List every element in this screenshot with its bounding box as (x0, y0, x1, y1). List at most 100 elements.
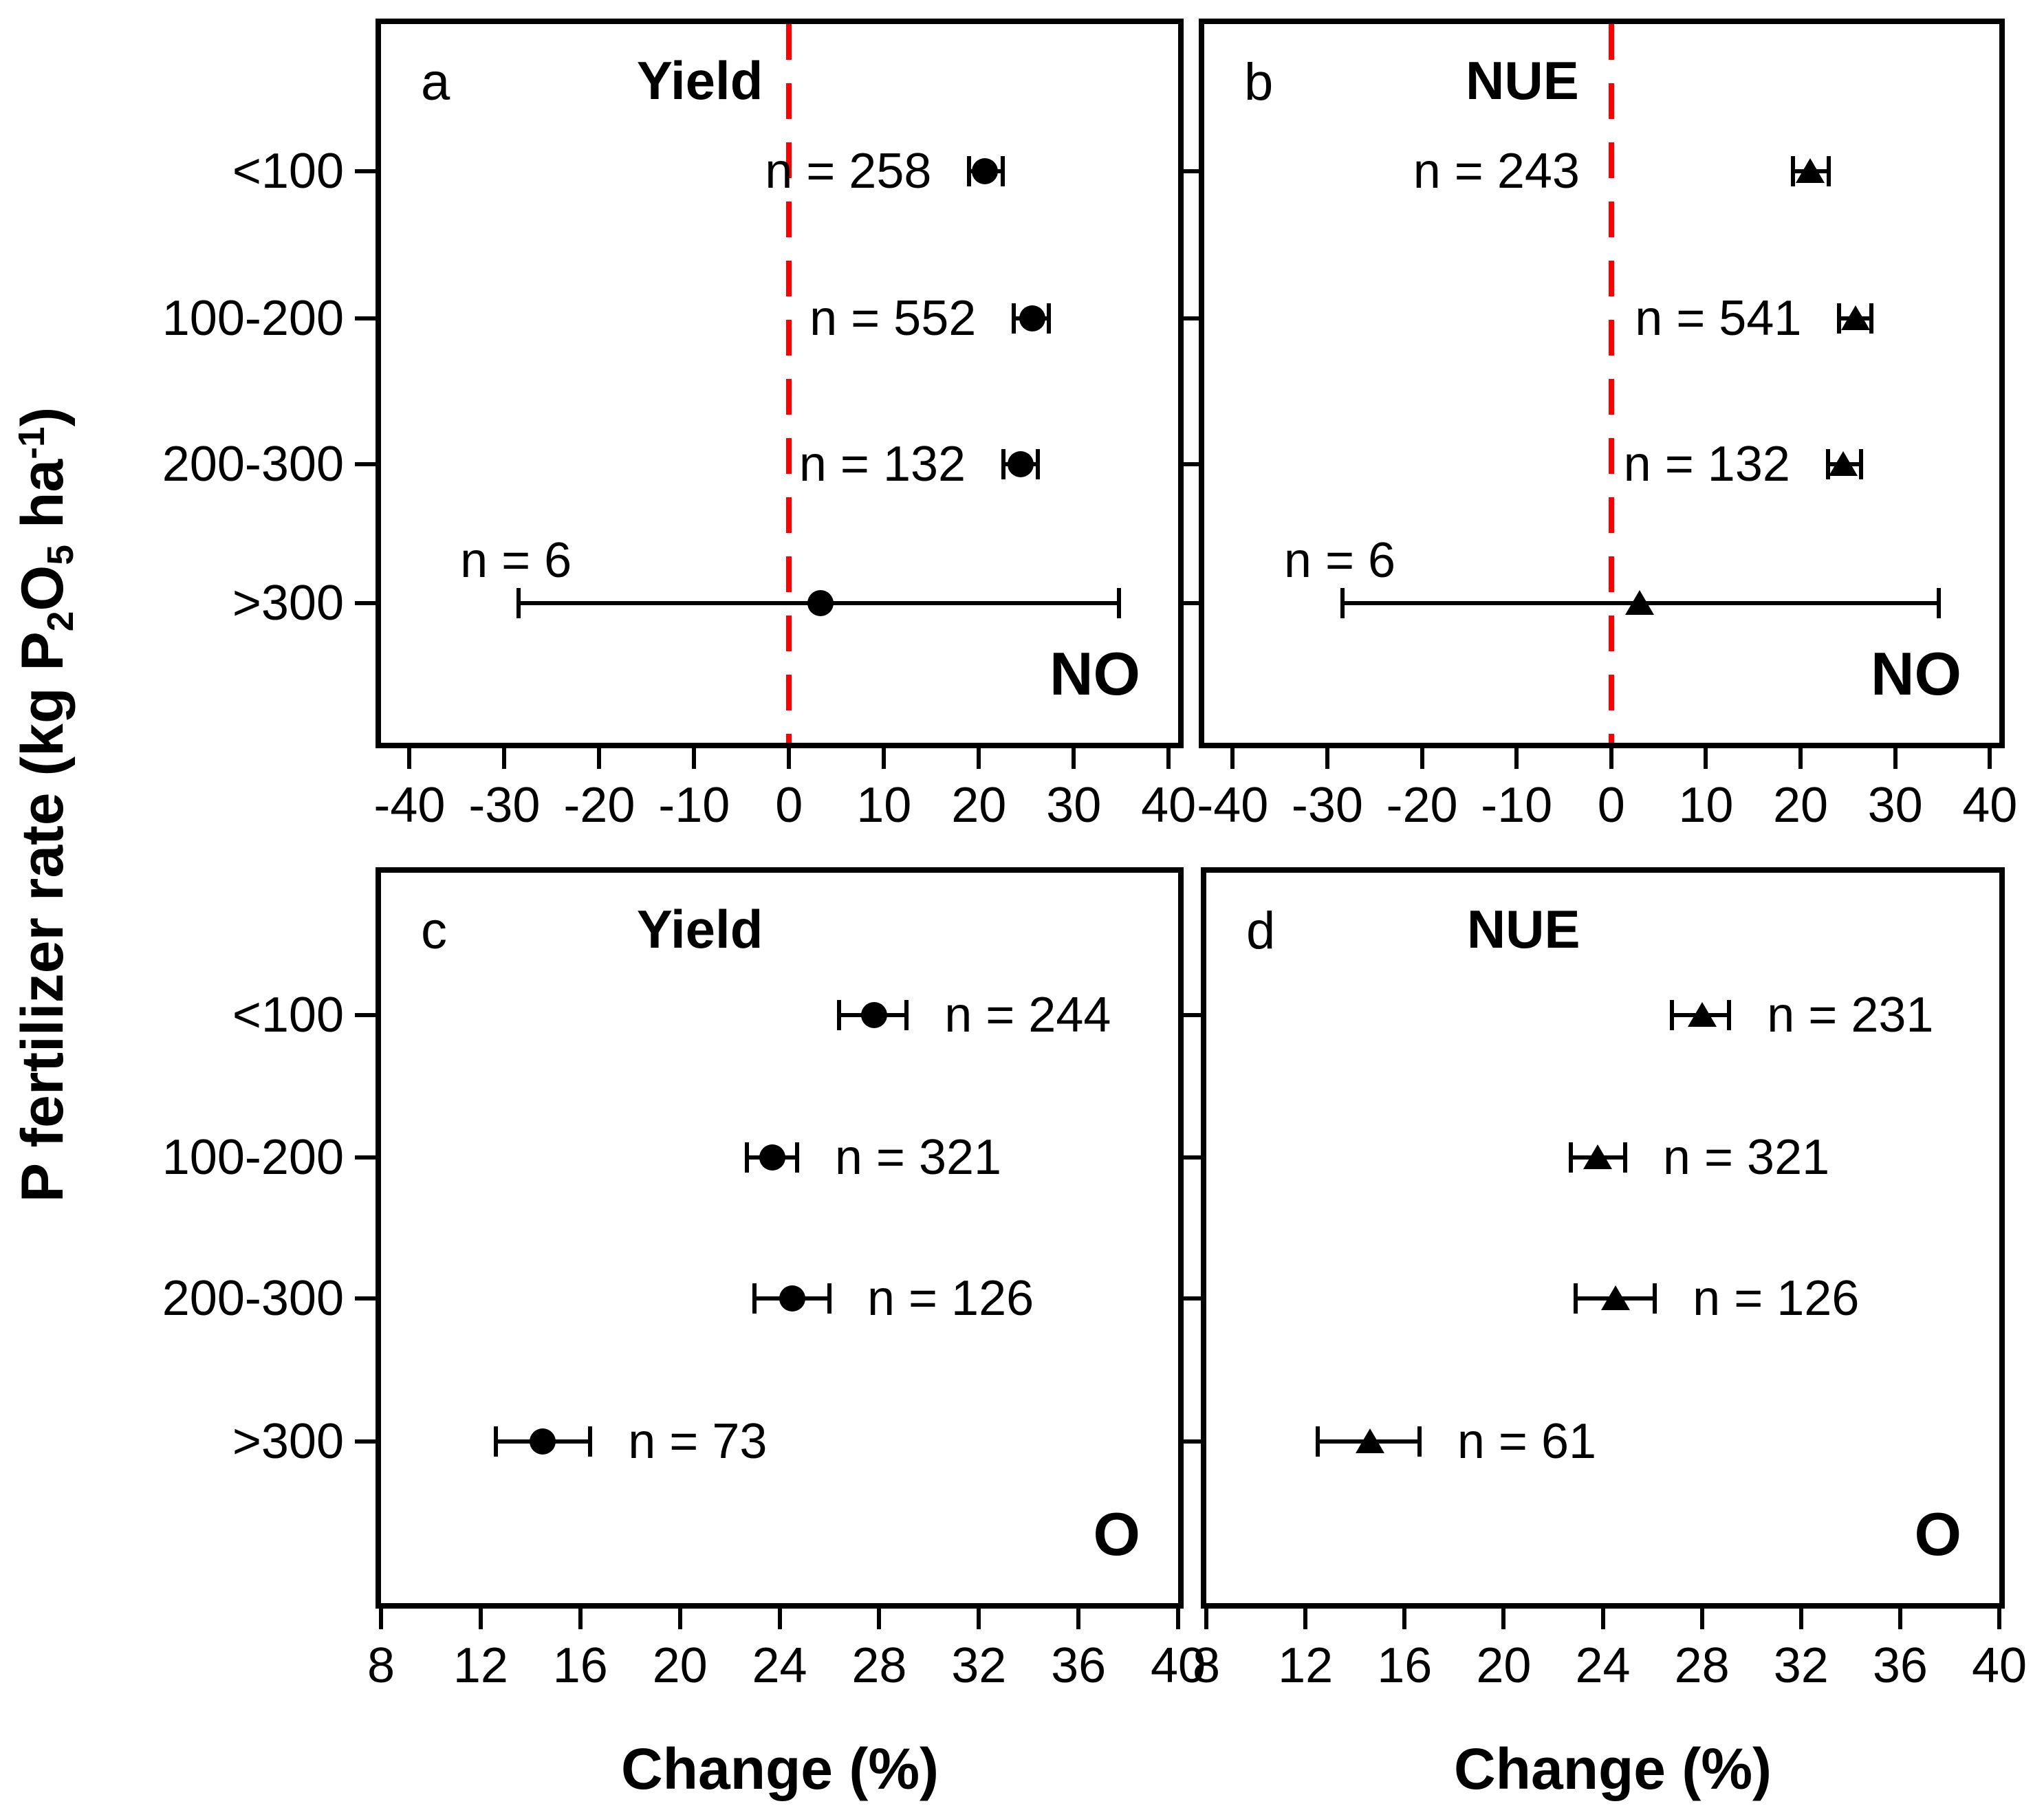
x-tick (502, 748, 507, 769)
data-point-circle (971, 158, 998, 185)
error-bar-cap-right (1035, 448, 1040, 479)
sample-size-label: n = 126 (1693, 1271, 1860, 1327)
category-tick (1178, 316, 1199, 321)
panel-c-frame (376, 867, 1184, 1609)
error-bar-cap-right (588, 1426, 593, 1457)
error-bar-cap-right (1936, 588, 1941, 619)
data-point-triangle (1687, 1002, 1717, 1027)
x-tick (692, 748, 697, 769)
x-tick-label: 20 (1772, 778, 1829, 833)
x-tick (777, 1609, 782, 1629)
category-label: <100 (232, 988, 344, 1043)
x-tick (1230, 748, 1235, 769)
x-tick-label: 32 (1773, 1638, 1829, 1693)
x-tick-label: 8 (1192, 1638, 1221, 1693)
x-tick (1997, 1609, 2001, 1629)
error-bar-cap-right (794, 1142, 799, 1173)
sample-size-label: n = 6 (1283, 533, 1396, 589)
x-tick (1303, 1609, 1308, 1629)
x-tick-label: -10 (658, 778, 730, 833)
error-bar-cap-right (1117, 588, 1122, 619)
x-tick (877, 1609, 882, 1629)
x-tick (1798, 748, 1803, 769)
zero-reference-line (1608, 24, 1614, 743)
error-bar-cap-left (1012, 303, 1016, 334)
y-axis-label-segment: ) (10, 406, 76, 427)
x-tick (1420, 748, 1424, 769)
x-tick (478, 1609, 483, 1629)
data-point-triangle (1625, 590, 1655, 616)
error-bar-cap-left (837, 1000, 842, 1031)
data-point-circle (530, 1428, 556, 1455)
error-bar-cap-left (1568, 1142, 1573, 1173)
y-axis-label-segment: P fertilizer rate (kg P (10, 631, 76, 1203)
x-tick-label: 20 (1476, 1638, 1532, 1693)
x-tick (1798, 1609, 1803, 1629)
x-tick (977, 1609, 981, 1629)
error-bar-cap-right (1727, 1000, 1732, 1031)
error-bar-cap-right (1622, 1142, 1627, 1173)
x-tick (1076, 1609, 1081, 1629)
data-point-circle (779, 1285, 805, 1312)
x-tick (1699, 1609, 1704, 1629)
category-tick (355, 316, 376, 321)
panel-title: Yield (636, 50, 763, 111)
y-axis-label-segment: 5 (40, 545, 81, 565)
category-tick (355, 1439, 376, 1444)
category-label: 100-200 (162, 1130, 344, 1186)
error-bar-cap-right (904, 1000, 909, 1031)
x-tick-label: 24 (752, 1638, 807, 1693)
category-tick (1180, 1013, 1201, 1018)
corner-label: NO (1871, 640, 1961, 708)
x-tick-label: -20 (563, 778, 635, 833)
sample-size-label: n = 541 (1635, 291, 1802, 347)
category-tick (1180, 1296, 1201, 1301)
panel-a-frame (376, 19, 1184, 748)
category-label: <100 (232, 144, 344, 199)
x-tick (1166, 748, 1171, 769)
x-tick-label: -20 (1386, 778, 1458, 833)
data-point-circle (1019, 305, 1045, 332)
category-tick (1180, 1155, 1201, 1160)
x-tick (1600, 1609, 1605, 1629)
x-tick (1176, 1609, 1180, 1629)
sample-size-label: n = 6 (460, 533, 572, 589)
category-label: >300 (232, 1414, 344, 1470)
data-point-circle (807, 590, 834, 617)
x-tick-label: 30 (1046, 778, 1102, 833)
x-tick-label: 20 (652, 1638, 708, 1693)
error-bar-cap-right (1653, 1283, 1657, 1314)
sample-size-label: n = 231 (1767, 988, 1934, 1043)
category-tick (355, 1155, 376, 1160)
panel-title: NUE (1466, 50, 1579, 111)
sample-size-label: n = 243 (1413, 144, 1580, 199)
error-bar-cap-right (1000, 156, 1005, 187)
zero-reference-line (786, 24, 792, 743)
category-label: 200-300 (162, 436, 344, 492)
error-bar-cap-left (967, 156, 972, 187)
y-axis-label-segment: -1 (12, 426, 53, 459)
data-point-circle (861, 1002, 888, 1029)
data-point-triangle (1355, 1428, 1384, 1454)
category-tick (355, 169, 376, 174)
x-tick (1072, 748, 1076, 769)
x-tick-label: 12 (1278, 1638, 1334, 1693)
error-bar-cap-left (1573, 1283, 1578, 1314)
error-bar-cap-left (1837, 303, 1842, 334)
error-bar-cap-right (1869, 303, 1874, 334)
x-tick-label: 28 (851, 1638, 907, 1693)
error-bar-cap-left (493, 1426, 498, 1457)
category-label: 200-300 (162, 1271, 344, 1327)
error-bar-cap-right (1047, 303, 1052, 334)
category-tick (355, 1296, 376, 1301)
x-tick (977, 748, 981, 769)
sample-size-label: n = 258 (765, 144, 932, 199)
x-tick-label: 36 (1872, 1638, 1928, 1693)
error-bar-cap-left (1316, 1426, 1320, 1457)
corner-label: O (1093, 1500, 1140, 1568)
panel-b-frame (1199, 19, 2005, 748)
x-tick (1402, 1609, 1407, 1629)
panel-title: NUE (1466, 899, 1580, 959)
data-point-triangle (1795, 158, 1825, 184)
